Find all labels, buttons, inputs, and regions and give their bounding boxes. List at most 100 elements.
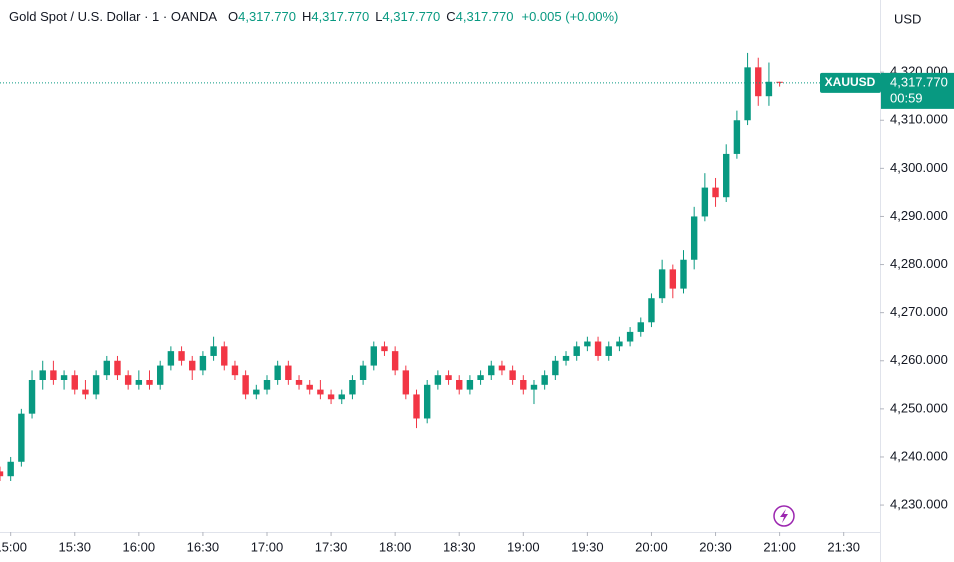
candle-body (423, 384, 431, 419)
candle-body (7, 461, 14, 477)
candle-body (690, 216, 698, 260)
candle-body (274, 365, 281, 380)
change: +0.005 (+0.00%) (522, 9, 619, 24)
candle-body (210, 346, 217, 356)
candle-body (413, 394, 420, 419)
candle-body (317, 389, 324, 395)
candle-body (584, 341, 591, 347)
candle-body (530, 384, 538, 390)
candle-body (434, 375, 442, 385)
y-tick-label: 4,270.000 (890, 304, 948, 319)
ohlc-key: O (228, 9, 238, 24)
candle-body (285, 365, 292, 380)
candle-body (594, 341, 602, 356)
candle-body (701, 187, 709, 217)
y-tick-label: 4,260.000 (890, 352, 948, 367)
candle-body (103, 360, 110, 376)
candle-body (776, 81, 783, 83)
candle-body (359, 365, 367, 380)
candle-body (381, 346, 388, 352)
x-tick-label: 18:00 (379, 539, 412, 554)
countdown: 00:59 (890, 90, 923, 105)
candle-body (242, 375, 249, 395)
candle-body (520, 380, 527, 390)
candle-body (263, 380, 271, 390)
x-tick-label: 18:30 (443, 539, 476, 554)
candle-body (765, 81, 773, 97)
plot-area (0, 52, 880, 482)
last-price-label: 4,317.770 (890, 74, 948, 89)
candle-body (221, 346, 228, 366)
candle-body (402, 370, 410, 395)
candle-body (658, 269, 666, 299)
candle-body (349, 380, 356, 395)
currency: USD (894, 11, 921, 26)
candle-body (28, 380, 36, 414)
candle-body (648, 298, 655, 323)
candle-body (605, 346, 612, 356)
x-tick-label: 21:30 (827, 539, 860, 554)
candle-body (562, 355, 570, 361)
candle-body (306, 384, 313, 390)
candle-body (723, 153, 730, 198)
candle-body (391, 351, 399, 371)
x-tick-label: 20:30 (699, 539, 732, 554)
candle-body (189, 360, 196, 371)
candle-body (231, 365, 239, 376)
y-tick-label: 4,310.000 (890, 112, 948, 127)
candle-body (498, 365, 506, 371)
y-tick-label: 4,240.000 (890, 448, 948, 463)
x-tick-label: 15:30 (58, 539, 91, 554)
candle-body (626, 331, 634, 342)
candle-body (680, 259, 687, 289)
candle-body (124, 375, 132, 385)
ohlc-key: L (375, 9, 382, 24)
candle-body (466, 380, 474, 390)
candle-body (253, 389, 260, 395)
y-tick-label: 4,280.000 (890, 256, 948, 271)
candle-body (82, 389, 89, 395)
candle-body (733, 120, 741, 154)
candle-body (456, 380, 463, 390)
lightning-icon[interactable] (773, 505, 795, 527)
candle-body (669, 269, 677, 289)
y-tick-label: 4,290.000 (890, 208, 948, 223)
candle-body (338, 394, 345, 400)
candle-body (509, 370, 516, 380)
candle-body (39, 370, 46, 380)
candle-body (295, 380, 303, 385)
candle-body (637, 322, 644, 332)
x-tick-label: 19:30 (571, 539, 604, 554)
candle-body (135, 380, 143, 385)
price-badge (881, 72, 954, 109)
candle-body (445, 375, 452, 380)
candle-body (541, 375, 548, 385)
candle-body (199, 355, 207, 371)
ohlc-value: 4,317.770 (311, 9, 369, 24)
ohlc-value: 4,317.770 (382, 9, 440, 24)
candle-body (488, 365, 495, 376)
candle-body (0, 471, 4, 477)
x-tick-label: 15:00 (0, 539, 27, 554)
candle-body (573, 346, 580, 356)
price-scale: 4,230.000 4,240.000 4,250.000 4,260.000 4,27… (880, 64, 948, 512)
candle-body (18, 413, 25, 462)
candle-body (552, 360, 559, 376)
candle-body (71, 375, 78, 390)
candle-body (178, 351, 185, 361)
symbol-label: XAUUSD (825, 75, 876, 89)
candle-body (167, 351, 175, 366)
candle-body (744, 67, 751, 121)
x-tick-label: 17:30 (315, 539, 348, 554)
x-tick-label: 19:00 (507, 539, 540, 554)
symbol-badge (820, 72, 881, 93)
x-tick-label: 16:00 (123, 539, 156, 554)
ohlc-value: 4,317.770 (456, 9, 514, 24)
candle-body (114, 360, 121, 376)
candle-body (50, 370, 57, 380)
x-tick-label: 20:00 (635, 539, 668, 554)
candle-body (616, 341, 623, 347)
candle-body (370, 346, 377, 366)
candle-body (146, 380, 153, 385)
